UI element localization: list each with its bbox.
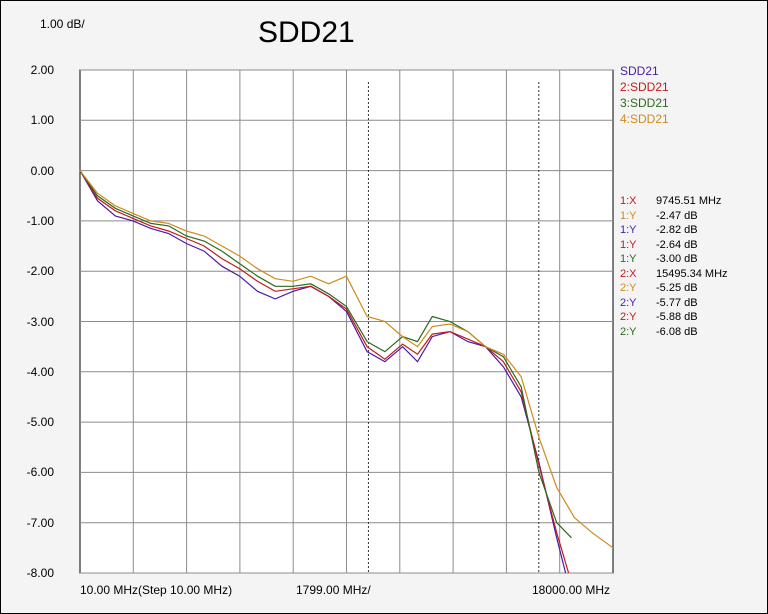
chart-title: SDD21	[258, 16, 355, 49]
marker-readout-row: 1:Y -2.47 dB	[620, 210, 698, 222]
legend-item: 2:SDD21	[620, 80, 669, 94]
x-tick-label: 10.00 MHz(Step 10.00 MHz)	[80, 583, 233, 597]
y-tick-label: -2.00	[26, 264, 54, 279]
y-tick-label: 2.00	[30, 63, 54, 77]
marker-key: 2:X	[620, 267, 637, 280]
marker-key: 1:Y	[620, 238, 637, 251]
series-line-3	[79, 170, 572, 539]
marker-value: -2.82 dB	[656, 224, 698, 236]
marker-value: -5.77 dB	[656, 296, 698, 309]
marker-value: -3.00 dB	[656, 253, 698, 265]
marker-value: -2.47 dB	[656, 209, 698, 222]
y-tick-label: -3.00	[26, 314, 54, 329]
marker-key: 2:Y	[620, 282, 637, 294]
x-tick-label: 18000.00 MHz	[532, 583, 611, 597]
y-tick-label: -6.00	[26, 465, 54, 480]
marker-value: 9745.51 MHz	[656, 195, 722, 207]
marker-key: 1:Y	[620, 209, 637, 222]
marker-readout-row: 1:Y -2.64 dB	[620, 239, 698, 251]
scale-label: 1.00 dB/	[40, 17, 85, 31]
legend-item: 4:SDD21	[620, 112, 669, 126]
marker-key: 1:X	[620, 195, 637, 207]
marker-readout-row: 1:X 9745.51 MHz	[620, 195, 721, 207]
marker-key: 1:Y	[620, 253, 637, 265]
series-line-2	[79, 170, 570, 574]
marker-readout-row: 1:Y -3.00 dB	[620, 253, 698, 265]
marker-readout-row: 2:Y -5.88 dB	[620, 311, 698, 323]
marker-value: -5.25 dB	[656, 282, 698, 294]
marker-value: -2.64 dB	[656, 238, 698, 251]
legend-item: 3:SDD21	[620, 96, 669, 110]
marker-value: 15495.34 MHz	[656, 267, 728, 280]
marker-readout-row: 2:X 15495.34 MHz	[620, 268, 728, 280]
marker-key: 1:Y	[620, 224, 637, 236]
marker-readout-row: 2:Y -5.25 dB	[620, 282, 698, 294]
y-tick-label: -7.00	[26, 515, 54, 530]
series-line-4	[79, 170, 614, 549]
x-tick-label: 1799.00 MHz/	[296, 583, 371, 597]
marker-readout-row: 2:Y -5.77 dB	[620, 297, 698, 309]
legend-item: SDD21	[620, 64, 659, 78]
y-tick-label: 0.00	[30, 163, 54, 178]
marker-readout-row: 1:Y -2.82 dB	[620, 224, 698, 236]
y-tick-label: -5.00	[26, 415, 54, 430]
marker-key: 2:Y	[620, 296, 637, 309]
y-tick-label: -8.00	[26, 566, 54, 580]
y-tick-label: 1.00	[30, 113, 54, 128]
marker-key: 2:Y	[620, 311, 637, 323]
y-tick-label: -4.00	[26, 364, 54, 379]
marker-readout-row: 2:Y -6.08 dB	[620, 326, 698, 338]
marker-key: 2:Y	[620, 325, 637, 338]
marker-value: -6.08 dB	[656, 325, 698, 338]
y-tick-label: -1.00	[26, 213, 54, 228]
marker-value: -5.88 dB	[656, 311, 698, 323]
